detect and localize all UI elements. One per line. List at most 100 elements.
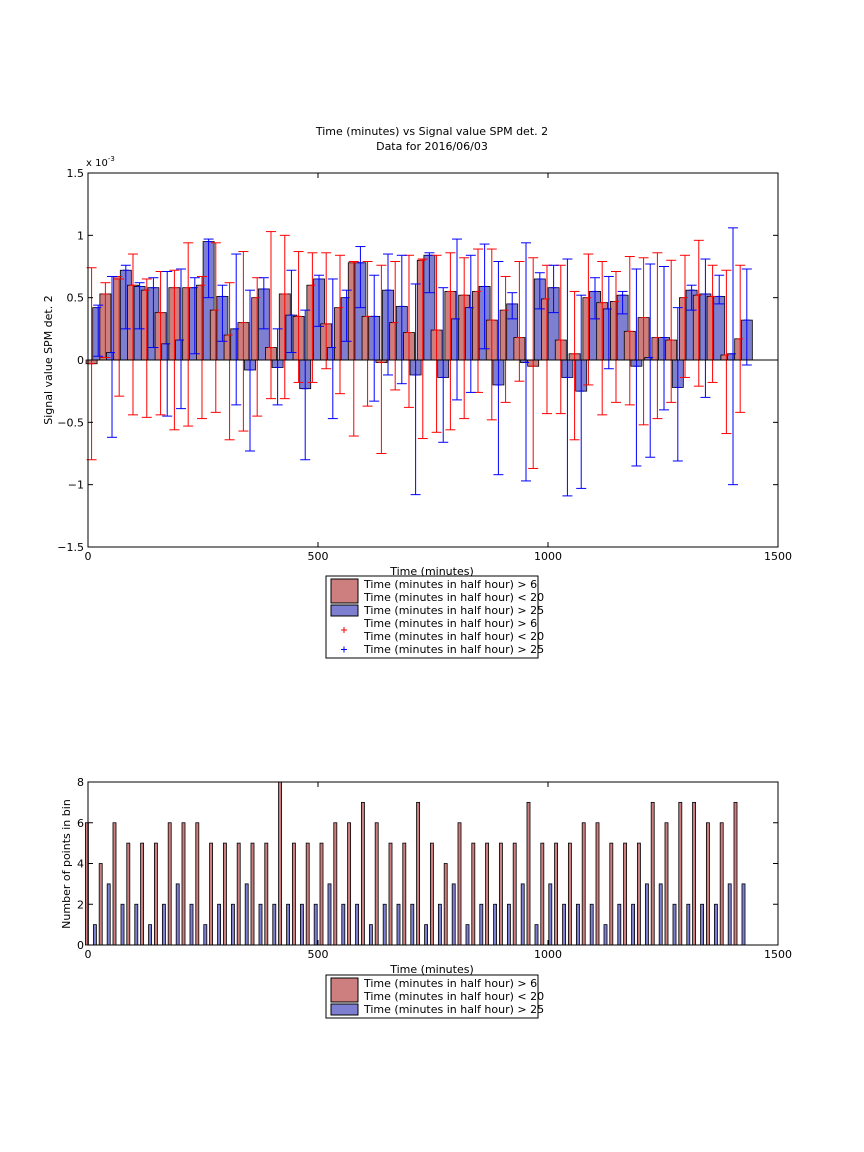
- count-bar-red: [388, 842, 393, 946]
- y-tick-label: 6: [77, 817, 84, 830]
- chart-title: Time (minutes) vs Signal value SPM det. …: [315, 125, 548, 138]
- count-bar-red: [319, 842, 324, 946]
- count-bar-blue: [520, 883, 525, 946]
- count-bar-blue: [727, 883, 732, 946]
- signal-chart: Time (minutes) vs Signal value SPM det. …: [42, 125, 792, 659]
- y-tick-label: 1.5: [67, 167, 85, 180]
- count-bar-blue: [410, 903, 415, 946]
- count-bar-red: [236, 842, 241, 946]
- count-bar-blue: [313, 903, 318, 946]
- y-tick-label: 8: [77, 776, 84, 789]
- count-bar-blue: [217, 903, 222, 946]
- count-bar-blue: [368, 924, 373, 946]
- count-bar-red: [623, 842, 628, 946]
- count-bar-red: [526, 801, 531, 946]
- count-bar-red: [112, 822, 117, 946]
- count-bar-red: [167, 822, 172, 946]
- count-bar-red: [209, 842, 214, 946]
- count-bar-red: [195, 822, 200, 946]
- count-plot-area: 0 500 1000 1500 0 2 4 6 8: [77, 776, 792, 961]
- count-bar-red: [581, 822, 586, 946]
- count-bar-blue: [713, 903, 718, 946]
- x-tick-label: 0: [85, 550, 92, 563]
- count-bar-red: [360, 801, 365, 946]
- y-tick-label: 4: [77, 858, 84, 871]
- x-axis-label: Time (minutes): [389, 963, 474, 976]
- count-bar-red: [457, 822, 462, 946]
- legend-label: Time (minutes in half hour) > 6: [363, 617, 537, 630]
- y-tick-label: 1: [77, 229, 84, 242]
- exponent-power: -3: [108, 155, 115, 163]
- legend-swatch: [330, 977, 359, 1003]
- x-axis-label: Time (minutes): [389, 565, 474, 578]
- bars: [84, 781, 746, 946]
- y-axis-label: Number of points in bin: [60, 799, 73, 929]
- count-bar-red: [291, 842, 296, 946]
- count-bar-blue: [672, 903, 677, 946]
- legend-label: Time (minutes in half hour) > 6: [363, 977, 537, 990]
- count-bar-red: [374, 822, 379, 946]
- error-bars: [86, 227, 752, 497]
- count-bar-blue: [92, 924, 97, 946]
- count-bar-blue: [327, 883, 332, 946]
- signal-plot-area: 0 500 1000 1500 −1.5 −1 −0.5 0 0.5 1 1.5: [57, 167, 792, 563]
- count-bar-blue: [644, 883, 649, 946]
- legend-swatch: [330, 604, 359, 617]
- count-bar-red: [333, 822, 338, 946]
- count-bar-red: [402, 842, 407, 946]
- count-bar-blue: [562, 903, 567, 946]
- count-bar-blue: [134, 903, 139, 946]
- count-bar-blue: [493, 903, 498, 946]
- count-bar-blue: [189, 903, 194, 946]
- count-bar-red: [540, 842, 545, 946]
- count-bar-blue: [203, 924, 208, 946]
- count-bar-red: [305, 842, 310, 946]
- count-bar-blue: [244, 883, 249, 946]
- count-bar-blue: [741, 883, 746, 946]
- count-bar-red: [443, 863, 448, 946]
- y-tick-label: −0.5: [57, 416, 84, 429]
- count-bar-blue: [548, 883, 553, 946]
- count-bar-red: [664, 822, 669, 946]
- count-bar-red: [347, 822, 352, 946]
- count-bar-blue: [286, 903, 291, 946]
- legend-label: Time (minutes in half hour) > 25: [363, 643, 544, 656]
- count-bar-red: [140, 842, 145, 946]
- count-bar-red: [692, 801, 697, 946]
- count-bar-red: [485, 842, 490, 946]
- count-bar-blue: [341, 903, 346, 946]
- count-bar-blue: [272, 903, 277, 946]
- count-bar-blue: [424, 924, 429, 946]
- count-bar-red: [126, 842, 131, 946]
- y-tick-label: 0: [77, 354, 84, 367]
- y-tick-label: −1.5: [57, 541, 84, 554]
- count-bar-blue: [258, 903, 263, 946]
- count-bar-red: [595, 822, 600, 946]
- exponent-label: x 10-3: [86, 155, 115, 169]
- legend-label: Time (minutes in half hour) > 25: [363, 1003, 544, 1016]
- count-bar-red: [650, 801, 655, 946]
- count-bar-blue: [299, 903, 304, 946]
- count-bar-red: [719, 822, 724, 946]
- y-tick-label: 0.5: [67, 292, 85, 305]
- y-tick-label: 0: [77, 939, 84, 952]
- count-bar-red: [471, 842, 476, 946]
- count-bar-red: [98, 863, 103, 946]
- count-bar-red: [429, 842, 434, 946]
- count-bar-red: [153, 842, 158, 946]
- count-bar-blue: [355, 903, 360, 946]
- count-bar-red: [250, 842, 255, 946]
- legend-label: Time (minutes in half hour) < 20: [363, 591, 544, 604]
- legend-label: Time (minutes in half hour) < 20: [363, 990, 544, 1003]
- count-bar-blue: [437, 903, 442, 946]
- legend-swatch: [330, 578, 359, 604]
- count-bar-blue: [106, 883, 111, 946]
- bar-blue: [713, 296, 726, 361]
- count-bar-red: [278, 781, 283, 946]
- legend-label: Time (minutes in half hour) > 25: [363, 604, 544, 617]
- chart-subtitle: Data for 2016/06/03: [376, 140, 488, 153]
- count-chart: 0 500 1000 1500 0 2 4 6 8 Time (minutes) Number …: [60, 776, 792, 1019]
